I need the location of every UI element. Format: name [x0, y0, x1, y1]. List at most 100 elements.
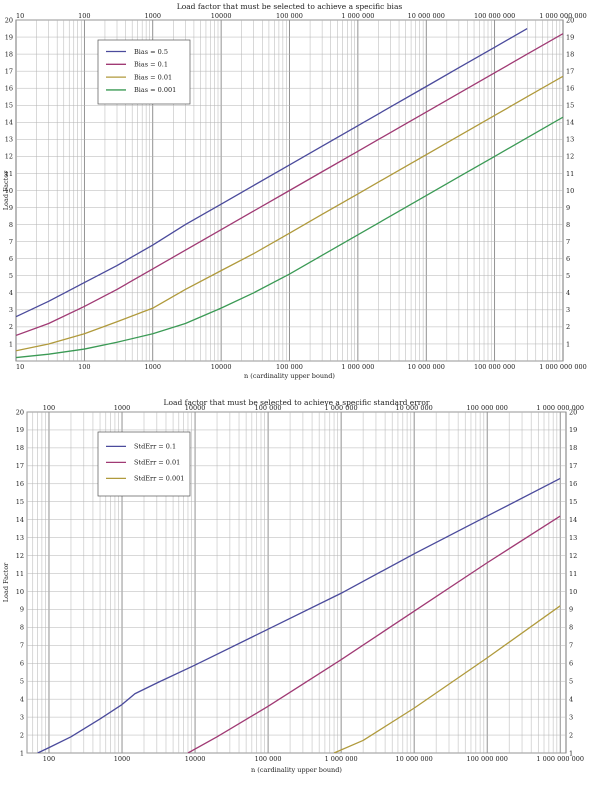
y-tick-label-left: 15	[5, 102, 13, 110]
y-tick-label-left: 8	[9, 221, 13, 229]
y-tick-label-left: 16	[5, 85, 13, 93]
x-tick-label-bottom: 100	[78, 363, 90, 371]
x-tick-label-top: 1 000 000	[325, 404, 358, 412]
y-tick-label-right: 6	[566, 255, 570, 263]
x-tick-label-top: 10 000 000	[396, 404, 433, 412]
series-line	[16, 27, 528, 318]
y-tick-label-right: 4	[569, 695, 573, 703]
y-tick-label-right: 9	[566, 204, 570, 212]
legend-label: StdErr = 0.1	[134, 443, 176, 451]
y-tick-label-right: 20	[566, 16, 574, 24]
x-tick-label-bottom: 10000	[185, 755, 206, 763]
legend-label: Bias = 0.001	[134, 86, 176, 94]
y-tick-label-left: 4	[9, 289, 13, 297]
x-tick-label-bottom: 100 000 000	[474, 363, 515, 371]
y-tick-label-right: 10	[569, 588, 577, 596]
x-tick-label-bottom: 1 000 000	[325, 755, 358, 763]
x-tick-label-top: 10	[16, 12, 24, 20]
y-tick-label-left: 5	[20, 678, 24, 686]
y-tick-label-right: 16	[569, 480, 577, 488]
y-axis-label: Load Factor	[2, 562, 10, 602]
y-tick-label-right: 18	[566, 50, 574, 58]
y-tick-label-right: 13	[569, 534, 577, 542]
y-tick-label-left: 1	[20, 749, 24, 757]
x-tick-label-bottom: 100 000 000	[467, 755, 508, 763]
y-tick-label-left: 15	[16, 498, 24, 506]
y-tick-label-right: 17	[569, 462, 577, 470]
x-tick-label-bottom: 1 000 000 000	[536, 755, 584, 763]
y-tick-label-left: 12	[5, 153, 13, 161]
x-tick-label-top: 1 000 000 000	[539, 12, 587, 20]
y-tick-label-left: 18	[5, 50, 13, 58]
y-tick-label-left: 11	[16, 570, 24, 578]
series-line	[16, 33, 563, 337]
y-tick-label-left: 17	[16, 462, 24, 470]
y-tick-label-left: 4	[20, 695, 24, 703]
x-tick-label-top: 1000	[144, 12, 161, 20]
legend-label: StdErr = 0.001	[134, 475, 184, 483]
series-line	[333, 605, 561, 753]
x-tick-label-bottom: 1000	[144, 363, 161, 371]
y-tick-label-left: 14	[16, 516, 24, 524]
y-tick-label-right: 13	[566, 136, 574, 144]
y-tick-label-right: 7	[569, 642, 573, 650]
y-tick-label-left: 6	[9, 255, 13, 263]
y-tick-label-right: 11	[569, 570, 577, 578]
y-tick-label-right: 14	[566, 119, 574, 127]
y-tick-label-left: 11	[5, 170, 13, 178]
y-tick-label-left: 19	[5, 33, 13, 41]
y-tick-label-right: 2	[569, 731, 573, 739]
y-tick-label-right: 7	[566, 238, 570, 246]
x-tick-label-top: 100 000	[276, 12, 303, 20]
y-tick-label-left: 18	[16, 444, 24, 452]
legend-box	[97, 431, 191, 497]
y-tick-label-left: 6	[20, 660, 24, 668]
y-tick-label-right: 17	[566, 67, 574, 75]
y-tick-label-left: 1	[9, 340, 13, 348]
y-tick-label-right: 8	[569, 624, 573, 632]
y-tick-label-left: 14	[5, 119, 13, 127]
y-tick-label-left: 19	[16, 426, 24, 434]
x-tick-label-bottom: 100	[43, 755, 55, 763]
x-tick-label-bottom: 1000	[114, 755, 131, 763]
y-tick-label-left: 13	[16, 534, 24, 542]
y-tick-label-right: 3	[569, 713, 573, 721]
y-axis-label: Load Factor	[2, 170, 10, 210]
y-tick-label-right: 16	[566, 85, 574, 93]
series-line	[37, 477, 561, 753]
y-tick-label-left: 7	[9, 238, 13, 246]
y-tick-label-right: 12	[566, 153, 574, 161]
y-tick-label-right: 11	[566, 170, 574, 178]
legend-label: Bias = 0.5	[134, 48, 168, 56]
y-tick-label-right: 19	[566, 33, 574, 41]
y-tick-label-right: 2	[566, 323, 570, 331]
x-tick-label-top: 100 000	[255, 404, 282, 412]
y-tick-label-right: 1	[566, 340, 570, 348]
y-tick-label-left: 2	[20, 731, 24, 739]
y-tick-label-left: 16	[16, 480, 24, 488]
y-tick-label-left: 9	[20, 606, 24, 614]
x-tick-label-top: 100 000 000	[467, 404, 508, 412]
x-tick-label-bottom: 100 000	[276, 363, 303, 371]
y-tick-label-right: 3	[566, 306, 570, 314]
y-tick-label-right: 12	[569, 552, 577, 560]
legend-box	[97, 39, 191, 105]
x-tick-label-bottom: 10	[16, 363, 24, 371]
x-tick-label-bottom: 1 000 000	[341, 363, 374, 371]
y-tick-label-left: 3	[20, 713, 24, 721]
y-tick-label-left: 10	[5, 187, 13, 195]
y-tick-label-right: 20	[569, 408, 577, 416]
y-tick-label-right: 4	[566, 289, 570, 297]
y-tick-label-right: 18	[569, 444, 577, 452]
x-tick-label-bottom: 1 000 000 000	[539, 363, 587, 371]
y-tick-label-right: 10	[566, 187, 574, 195]
series-line	[16, 116, 563, 359]
y-tick-label-right: 1	[569, 749, 573, 757]
x-tick-label-top: 100 000 000	[474, 12, 515, 20]
y-tick-label-left: 5	[9, 272, 13, 280]
chart-title: Load factor that must be selected to ach…	[164, 398, 430, 407]
legend-label: Bias = 0.1	[134, 61, 168, 69]
